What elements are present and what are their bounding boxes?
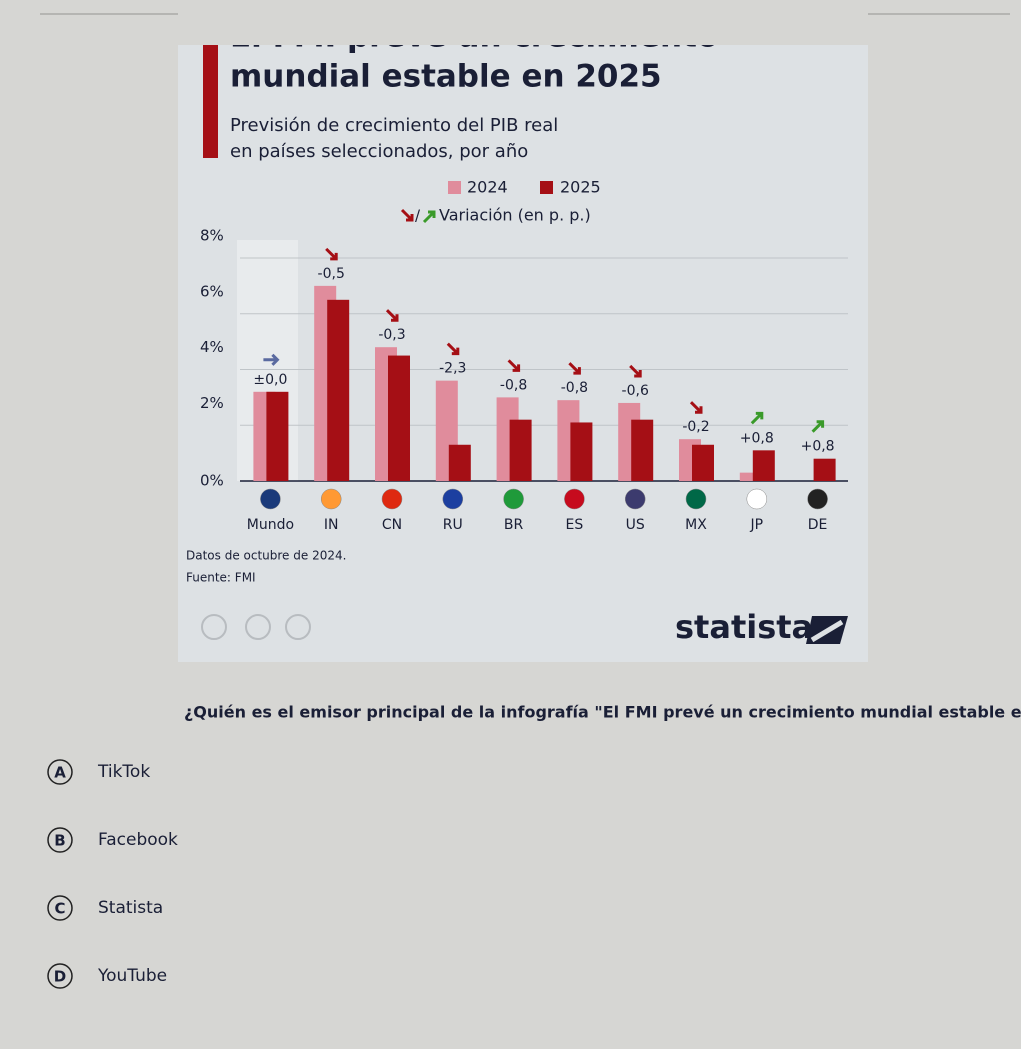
subtitle-line: en países seleccionados, por año bbox=[230, 141, 528, 162]
title-line: mundial estable en 2025 bbox=[230, 59, 662, 95]
change-label: -0,8 bbox=[561, 380, 588, 396]
flag bbox=[442, 488, 464, 510]
change-arrow bbox=[325, 247, 338, 261]
change-label: +0,8 bbox=[740, 430, 774, 446]
change-arrow bbox=[750, 411, 764, 425]
bar bbox=[388, 355, 410, 481]
crop bbox=[178, 0, 868, 45]
change-arrow bbox=[507, 359, 521, 372]
flag bbox=[260, 488, 281, 510]
option-text[interactable]: Statista bbox=[98, 898, 163, 918]
legend-label: 2025 bbox=[560, 178, 601, 197]
x-tick-label: DE bbox=[808, 517, 828, 533]
legend-swatch bbox=[540, 181, 553, 194]
option-text[interactable]: YouTube bbox=[97, 966, 167, 986]
bar bbox=[448, 444, 471, 481]
x-tick-label: MX bbox=[685, 517, 707, 533]
flag bbox=[685, 488, 707, 510]
option-letter: A bbox=[54, 764, 66, 782]
brand-logo-stroke bbox=[810, 619, 844, 643]
note: Datos de octubre de 2024. bbox=[186, 549, 346, 563]
bar bbox=[692, 444, 714, 481]
bar bbox=[813, 458, 836, 481]
option-text[interactable]: Facebook bbox=[98, 830, 178, 850]
bar bbox=[509, 419, 532, 481]
change-arrow bbox=[689, 401, 703, 414]
source: Fuente: FMI bbox=[186, 571, 256, 585]
brand: statista bbox=[675, 608, 813, 646]
change-label: -2,3 bbox=[439, 361, 466, 377]
x-tick-label: Mundo bbox=[247, 517, 294, 533]
flag bbox=[807, 488, 828, 510]
option-badge[interactable] bbox=[47, 895, 73, 921]
x-tick-label: CN bbox=[382, 517, 402, 533]
option-badge[interactable] bbox=[47, 759, 73, 785]
bar bbox=[570, 422, 593, 481]
flag bbox=[503, 488, 524, 510]
bar bbox=[327, 299, 350, 481]
subtitle-line: Previsión de crecimiento del PIB real bbox=[230, 115, 558, 136]
y-tick-label: 8% bbox=[200, 227, 224, 245]
flag bbox=[746, 488, 768, 510]
flag bbox=[624, 488, 646, 510]
x-tick-label: RU bbox=[443, 517, 463, 533]
change-label: -0,5 bbox=[318, 266, 345, 282]
option-badge[interactable] bbox=[47, 827, 73, 853]
bar bbox=[752, 450, 775, 481]
title-accent bbox=[203, 45, 218, 158]
bar bbox=[739, 472, 762, 481]
change-label: +0,8 bbox=[801, 439, 835, 455]
change-arrow bbox=[811, 420, 825, 433]
change-label: -0,2 bbox=[682, 419, 709, 435]
change-arrow bbox=[629, 364, 642, 378]
legend-label: Variación (en p. p.) bbox=[439, 206, 591, 225]
y-tick-label: 2% bbox=[200, 394, 224, 412]
flag bbox=[320, 488, 342, 510]
change-arrow bbox=[568, 362, 581, 375]
change-label: ±0,0 bbox=[253, 372, 287, 388]
x-tick-label: ES bbox=[566, 517, 584, 533]
change-label: -0,8 bbox=[500, 377, 527, 393]
change-arrow bbox=[385, 309, 399, 322]
change-label: -0,6 bbox=[622, 383, 649, 399]
legend-swatch bbox=[448, 181, 461, 194]
x-tick-label: US bbox=[626, 517, 645, 533]
option-badge[interactable] bbox=[47, 963, 73, 989]
license-icons bbox=[201, 614, 311, 640]
question: ¿Quién es el emisor principal de la info… bbox=[184, 703, 1021, 722]
flag bbox=[564, 488, 585, 510]
option-text[interactable]: TikTok bbox=[97, 762, 150, 782]
legend-arrow-down bbox=[400, 208, 414, 222]
y-tick-label: 0% bbox=[200, 472, 224, 490]
legend-slash: / bbox=[415, 207, 421, 225]
change-arrow bbox=[446, 342, 460, 356]
change-arrow bbox=[263, 353, 280, 366]
options: A TikTok B Facebook C Statista D YouTube bbox=[47, 759, 178, 989]
legend-arrow-up bbox=[422, 210, 436, 224]
legend-label: 2024 bbox=[467, 178, 508, 197]
x-tick-label: IN bbox=[324, 517, 339, 533]
x-tick-label: BR bbox=[504, 517, 524, 533]
option-letter: B bbox=[54, 832, 65, 850]
y-tick-label: 6% bbox=[200, 282, 224, 300]
flag bbox=[381, 488, 403, 510]
option-letter: C bbox=[54, 900, 65, 918]
change-label: -0,3 bbox=[378, 327, 405, 343]
y-tick-label: 4% bbox=[200, 338, 224, 356]
x-tick-label: JP bbox=[750, 517, 764, 533]
bar bbox=[631, 419, 654, 481]
plot: 0% 2% 4% 6% 8% ±0,0 Mundo -0,5 IN -0,3 CN -2,3 RU -0,… bbox=[200, 227, 848, 533]
option-letter: D bbox=[54, 968, 66, 986]
bar bbox=[266, 391, 289, 481]
